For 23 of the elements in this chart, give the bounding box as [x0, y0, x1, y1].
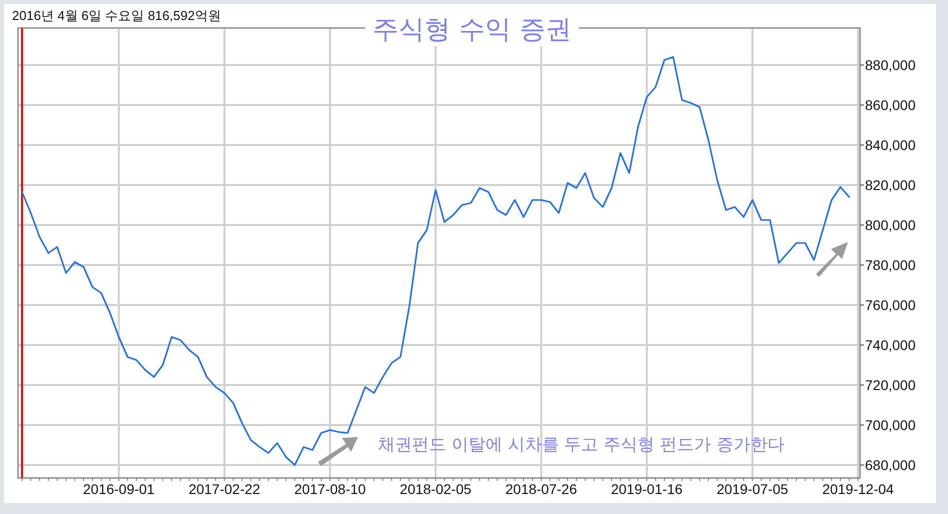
x-tick-label: 2018-07-26 — [505, 481, 578, 497]
x-tick-label: 2016-09-01 — [82, 481, 155, 497]
y-tick-label: 760,000 — [865, 296, 916, 313]
y-tick-label: 740,000 — [865, 336, 916, 353]
x-tick-label: 2017-08-10 — [294, 481, 366, 497]
y-tick-label: 680,000 — [865, 456, 916, 473]
y-tick-label: 780,000 — [865, 256, 916, 273]
y-tick-label: 700,000 — [865, 416, 916, 433]
chart-subtitle: 2016년 4월 6일 수요일 816,592억원 — [12, 8, 221, 23]
x-tick-label: 2019-01-16 — [610, 481, 683, 497]
x-tick-label: 2019-07-05 — [716, 481, 788, 497]
x-tick-label: 2019-12-04 — [822, 481, 894, 497]
y-tick-label: 860,000 — [865, 96, 916, 113]
chart-title: 주식형 수익 증권 — [372, 15, 572, 45]
y-tick-label: 880,000 — [865, 56, 916, 73]
x-tick-label: 2017-02-22 — [188, 481, 260, 497]
annotation: 채권펀드 이탈에 시차를 두고 주식형 펀드가 증가한다 — [378, 435, 784, 455]
y-tick-label: 800,000 — [865, 216, 916, 233]
y-tick-label: 820,000 — [865, 176, 916, 193]
y-tick-label: 720,000 — [865, 376, 916, 393]
x-tick-label: 2018-02-05 — [400, 481, 472, 497]
line-series — [21, 56, 850, 466]
y-tick-label: 840,000 — [865, 136, 916, 153]
